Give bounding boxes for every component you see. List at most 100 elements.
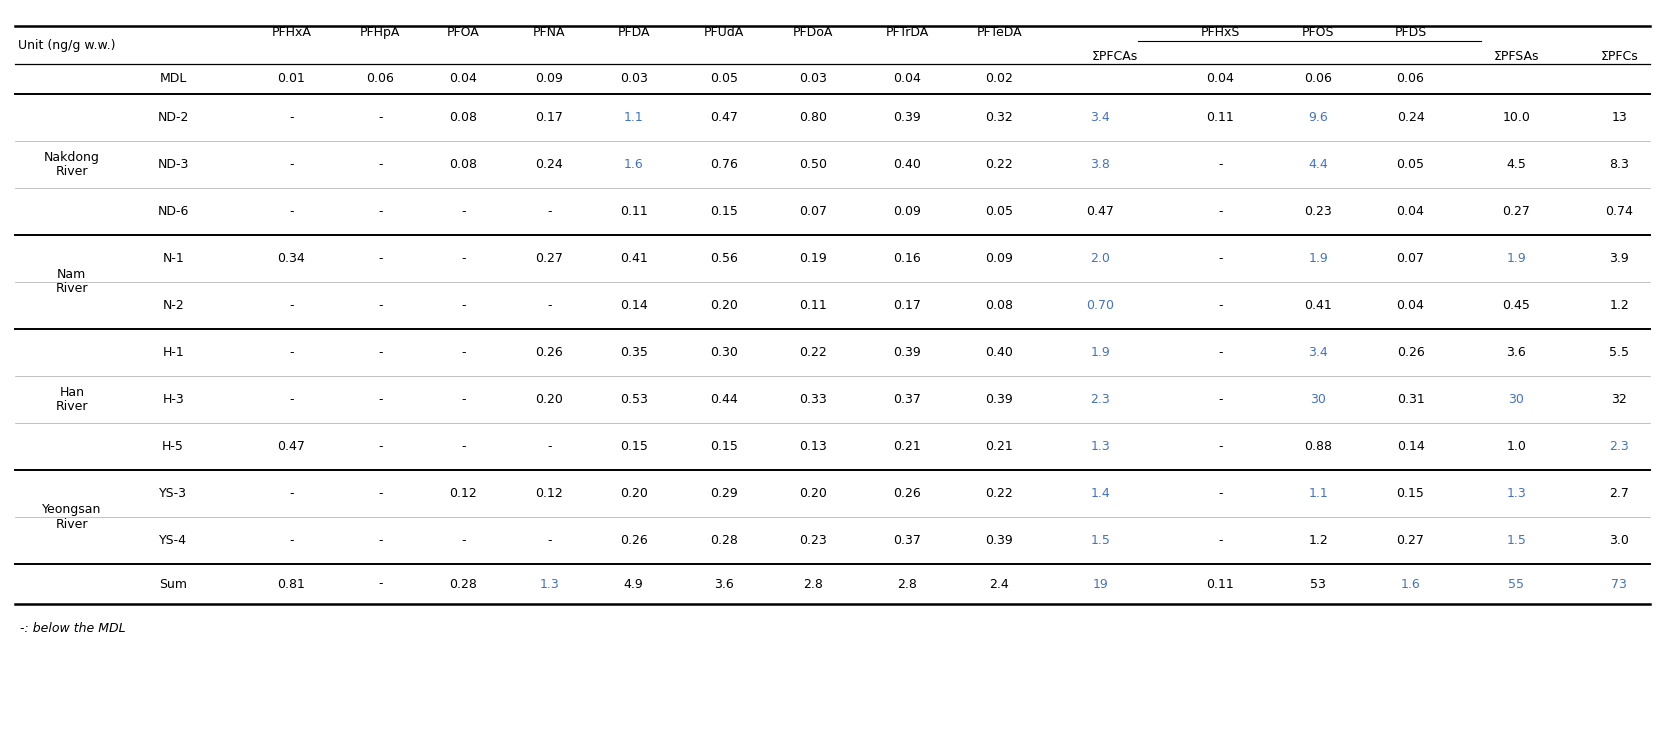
Text: 1.9: 1.9 xyxy=(1308,252,1328,265)
Text: 0.27: 0.27 xyxy=(535,252,564,265)
Text: River: River xyxy=(55,165,88,178)
Text: 30: 30 xyxy=(1508,393,1525,406)
Text: 3.4: 3.4 xyxy=(1091,111,1111,124)
Text: ΣPFCAs: ΣPFCAs xyxy=(1091,50,1138,63)
Text: 1.9: 1.9 xyxy=(1091,346,1111,359)
Text: -: - xyxy=(379,487,382,500)
Text: 0.08: 0.08 xyxy=(986,299,1012,312)
Text: 0.53: 0.53 xyxy=(620,393,647,406)
Text: -: - xyxy=(289,487,294,500)
Text: -: - xyxy=(1218,346,1223,359)
Text: PFOS: PFOS xyxy=(1303,26,1334,39)
Text: 1.4: 1.4 xyxy=(1091,487,1111,500)
Text: -: - xyxy=(460,393,465,406)
Text: 0.88: 0.88 xyxy=(1304,440,1333,453)
Text: H-1: H-1 xyxy=(162,346,183,359)
Text: -: - xyxy=(460,252,465,265)
Text: 0.40: 0.40 xyxy=(986,346,1012,359)
Text: -: - xyxy=(1218,534,1223,547)
Text: 0.21: 0.21 xyxy=(986,440,1012,453)
Text: 0.26: 0.26 xyxy=(620,534,647,547)
Text: 0.15: 0.15 xyxy=(1396,487,1424,500)
Text: 0.76: 0.76 xyxy=(711,158,739,171)
Text: 30: 30 xyxy=(1311,393,1326,406)
Text: 0.11: 0.11 xyxy=(1206,111,1234,124)
Text: 0.06: 0.06 xyxy=(367,73,394,85)
Text: PFTeDA: PFTeDA xyxy=(976,26,1022,39)
Text: 0.34: 0.34 xyxy=(277,252,305,265)
Text: 0.03: 0.03 xyxy=(799,73,827,85)
Text: 0.74: 0.74 xyxy=(1605,205,1633,218)
Text: 1.9: 1.9 xyxy=(1506,252,1526,265)
Text: Yeongsan: Yeongsan xyxy=(42,503,102,516)
Text: 0.26: 0.26 xyxy=(535,346,564,359)
Text: 0.20: 0.20 xyxy=(535,393,564,406)
Text: PFUdA: PFUdA xyxy=(704,26,744,39)
Text: 0.12: 0.12 xyxy=(535,487,564,500)
Text: 0.45: 0.45 xyxy=(1503,299,1530,312)
Text: -: - xyxy=(1218,487,1223,500)
Text: 0.47: 0.47 xyxy=(711,111,739,124)
Text: 0.20: 0.20 xyxy=(799,487,827,500)
Text: N-2: N-2 xyxy=(162,299,183,312)
Text: 3.6: 3.6 xyxy=(714,577,734,591)
Text: 0.23: 0.23 xyxy=(1304,205,1333,218)
Text: 0.26: 0.26 xyxy=(1396,346,1424,359)
Text: -: - xyxy=(460,346,465,359)
Text: 0.41: 0.41 xyxy=(620,252,647,265)
Text: Sum: Sum xyxy=(158,577,187,591)
Text: 2.3: 2.3 xyxy=(1610,440,1630,453)
Text: 0.15: 0.15 xyxy=(711,440,739,453)
Text: PFDS: PFDS xyxy=(1394,26,1426,39)
Text: PFHxS: PFHxS xyxy=(1201,26,1239,39)
Text: 0.11: 0.11 xyxy=(799,299,827,312)
Text: -: - xyxy=(379,299,382,312)
Text: 0.11: 0.11 xyxy=(620,205,647,218)
Text: -: - xyxy=(379,393,382,406)
Text: 1.5: 1.5 xyxy=(1091,534,1111,547)
Text: -: - xyxy=(460,440,465,453)
Text: PFHxA: PFHxA xyxy=(272,26,312,39)
Text: -: - xyxy=(379,440,382,453)
Text: 4.5: 4.5 xyxy=(1506,158,1526,171)
Text: 0.40: 0.40 xyxy=(892,158,921,171)
Text: 0.70: 0.70 xyxy=(1086,299,1114,312)
Text: -: - xyxy=(1218,299,1223,312)
Text: 73: 73 xyxy=(1611,577,1628,591)
Text: PFTrDA: PFTrDA xyxy=(886,26,929,39)
Text: 3.6: 3.6 xyxy=(1506,346,1526,359)
Text: 9.6: 9.6 xyxy=(1308,111,1328,124)
Text: 0.04: 0.04 xyxy=(1396,299,1424,312)
Text: -: - xyxy=(289,158,294,171)
Text: H-5: H-5 xyxy=(162,440,183,453)
Text: PFNA: PFNA xyxy=(534,26,565,39)
Text: 1.1: 1.1 xyxy=(624,111,644,124)
Text: 1.1: 1.1 xyxy=(1308,487,1328,500)
Text: 0.07: 0.07 xyxy=(799,205,827,218)
Text: 32: 32 xyxy=(1611,393,1628,406)
Text: River: River xyxy=(55,282,88,296)
Text: -: - xyxy=(379,205,382,218)
Text: 3.8: 3.8 xyxy=(1091,158,1111,171)
Text: 0.81: 0.81 xyxy=(277,577,305,591)
Text: 1.5: 1.5 xyxy=(1506,534,1526,547)
Text: River: River xyxy=(55,517,88,531)
Text: 0.09: 0.09 xyxy=(986,252,1012,265)
Text: -: - xyxy=(289,346,294,359)
Text: 0.22: 0.22 xyxy=(986,487,1012,500)
Text: 0.41: 0.41 xyxy=(1304,299,1333,312)
Text: 0.39: 0.39 xyxy=(892,346,921,359)
Text: 0.09: 0.09 xyxy=(535,73,564,85)
Text: Unit (ng/g w.w.): Unit (ng/g w.w.) xyxy=(18,39,115,52)
Text: -: - xyxy=(547,205,552,218)
Text: -: - xyxy=(460,534,465,547)
Text: 1.2: 1.2 xyxy=(1308,534,1328,547)
Text: 0.02: 0.02 xyxy=(986,73,1012,85)
Text: 0.31: 0.31 xyxy=(1396,393,1424,406)
Text: -: - xyxy=(289,534,294,547)
Text: 0.50: 0.50 xyxy=(799,158,827,171)
Text: 10.0: 10.0 xyxy=(1503,111,1530,124)
Text: 4.4: 4.4 xyxy=(1308,158,1328,171)
Text: Nam: Nam xyxy=(57,268,87,282)
Text: 0.07: 0.07 xyxy=(1396,252,1424,265)
